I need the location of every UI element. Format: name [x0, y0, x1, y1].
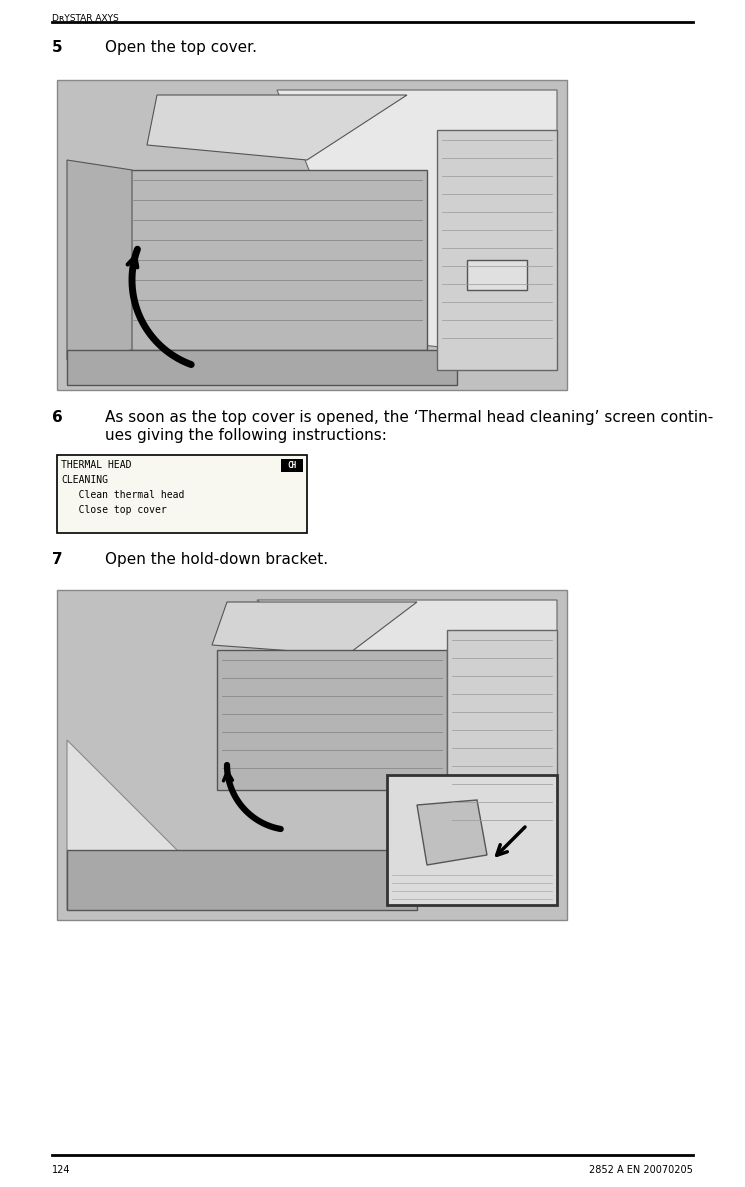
Text: 124: 124 — [52, 1164, 71, 1175]
Bar — [467, 260, 527, 290]
Polygon shape — [67, 740, 237, 910]
Bar — [57, 590, 567, 920]
Bar — [127, 170, 427, 350]
Bar — [387, 775, 557, 904]
Text: 5: 5 — [52, 40, 63, 55]
Polygon shape — [212, 602, 417, 655]
Bar — [67, 350, 457, 385]
Bar — [67, 850, 417, 910]
Text: ues giving the following instructions:: ues giving the following instructions: — [105, 429, 387, 443]
Text: Open the hold-down bracket.: Open the hold-down bracket. — [105, 552, 328, 567]
Bar — [447, 630, 557, 861]
Text: THERMAL HEAD: THERMAL HEAD — [61, 461, 132, 470]
Bar — [281, 459, 303, 472]
Text: 7: 7 — [52, 552, 63, 567]
Text: 2852 A EN 20070205: 2852 A EN 20070205 — [589, 1164, 693, 1175]
Text: As soon as the top cover is opened, the ‘Thermal head cleaning’ screen contin-: As soon as the top cover is opened, the … — [105, 410, 713, 425]
Bar — [217, 650, 447, 791]
Text: CLEANING: CLEANING — [61, 475, 108, 485]
Text: Close top cover: Close top cover — [61, 504, 167, 515]
Polygon shape — [417, 800, 487, 865]
Text: DʀYSTAR AXYS: DʀYSTAR AXYS — [52, 14, 118, 23]
Polygon shape — [67, 160, 132, 360]
Text: 6: 6 — [52, 410, 63, 425]
Text: CH: CH — [288, 461, 297, 470]
Polygon shape — [147, 95, 407, 160]
Bar — [57, 455, 307, 533]
Text: Open the top cover.: Open the top cover. — [105, 40, 257, 55]
Polygon shape — [277, 90, 557, 360]
Bar — [437, 131, 557, 370]
Bar — [57, 80, 567, 391]
Polygon shape — [257, 599, 557, 750]
Text: Clean thermal head: Clean thermal head — [61, 490, 184, 500]
